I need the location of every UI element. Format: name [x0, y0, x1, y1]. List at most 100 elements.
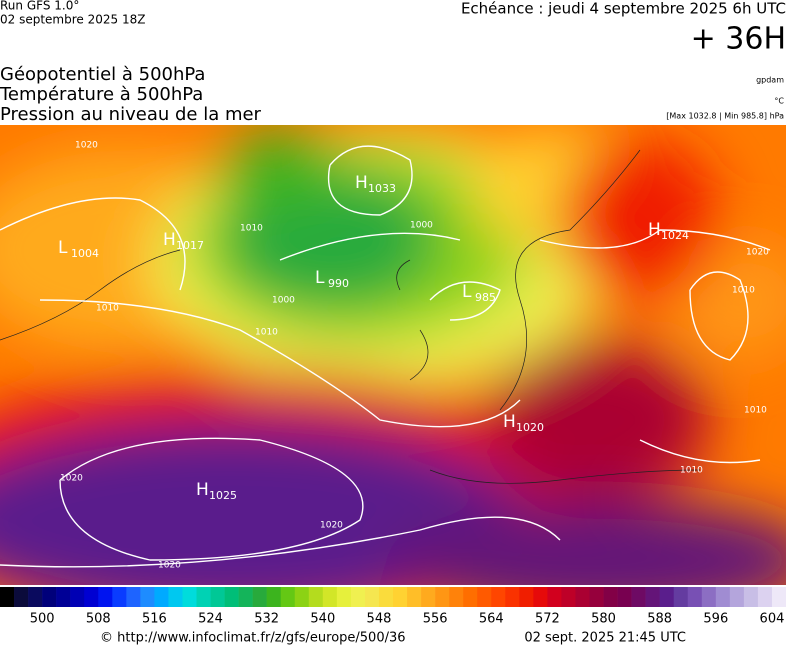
color-swatch: [407, 587, 422, 607]
color-swatch: [491, 587, 506, 607]
field: Géopotentiel à 500hPa: [0, 64, 205, 85]
center-value: 1024: [661, 229, 689, 242]
unit: gpdam: [756, 76, 784, 85]
color-swatch: [659, 587, 675, 607]
colorbar-tick-label: 604: [760, 612, 785, 627]
color-swatch: [673, 587, 689, 607]
center-letter: H: [163, 230, 176, 250]
colorbar-tick-label: 500: [30, 612, 55, 627]
isobar-label: 1020: [320, 521, 343, 531]
color-swatch: [435, 587, 450, 607]
field: Pression au niveau de la mer: [0, 104, 262, 125]
isobar-label: 1020: [746, 248, 769, 258]
center-letter: L: [462, 282, 472, 302]
colorbar-tick-label: 572: [535, 612, 560, 627]
center-letter: H: [503, 412, 516, 432]
isobar-label: 1020: [158, 561, 181, 571]
run: Run GFS 1.0°: [0, 0, 79, 13]
color-swatch: [393, 587, 408, 607]
color-swatch: [140, 587, 155, 607]
color-swatch: [112, 587, 127, 607]
color-swatch: [449, 587, 464, 607]
color-swatch: [70, 587, 85, 607]
colorbar-tick-label: 532: [254, 612, 279, 627]
unit: °C: [774, 97, 784, 106]
color-swatch: [771, 587, 786, 607]
colorbar-tick-label: 588: [647, 612, 672, 627]
color-swatch: [603, 587, 618, 607]
color-swatch: [336, 587, 352, 607]
colorbar-tick-label: 580: [591, 612, 616, 627]
color-swatch: [743, 587, 759, 607]
colorbar-tick-label: 596: [703, 612, 728, 627]
center-value: 1025: [209, 489, 237, 502]
isobar-label: 1010: [96, 304, 119, 314]
color-swatch: [364, 587, 380, 607]
color-swatch: [238, 587, 253, 607]
color-swatch: [505, 587, 520, 607]
color-swatch: [631, 587, 646, 607]
color-swatch: [547, 587, 562, 607]
valid-time: Echéance : jeudi 4 septembre 2025 6h UTC: [461, 0, 786, 18]
color-swatch: [154, 587, 169, 607]
color-swatch: [28, 587, 43, 607]
colorbar-tick-label: 524: [198, 612, 223, 627]
colorbar-tick-label: 508: [86, 612, 111, 627]
color-swatch: [715, 587, 731, 607]
color-swatch: [42, 587, 57, 607]
color-swatch: [645, 587, 660, 607]
color-swatch: [56, 587, 71, 607]
color-swatch: [575, 587, 590, 607]
isobar-label: 1020: [75, 141, 98, 151]
center-letter: L: [58, 238, 68, 258]
color-swatch: [421, 587, 436, 607]
color-swatch: [617, 587, 632, 607]
color-swatch: [729, 587, 745, 607]
color-swatch: [378, 587, 394, 607]
color-swatch: [182, 587, 197, 607]
center-letter: H: [196, 480, 209, 500]
color-swatch: [294, 587, 310, 607]
color-swatch: [266, 587, 282, 607]
center-value: 1017: [176, 239, 204, 252]
color-swatch: [350, 587, 366, 607]
color-swatch: [196, 587, 211, 607]
isobar-label: 1010: [732, 286, 755, 296]
color-swatch: [210, 587, 225, 607]
color-swatch: [561, 587, 576, 607]
center-letter: H: [648, 220, 661, 240]
map: 1020 1010 1000 1010 1010 1020 1020 1020 …: [0, 125, 786, 585]
color-swatch: [322, 587, 338, 607]
color-swatch: [477, 587, 492, 607]
color-swatch: [0, 587, 15, 607]
color-swatch: [14, 587, 29, 607]
color-swatch: [280, 587, 296, 607]
colorbar-tick-label: 540: [310, 612, 335, 627]
color-swatch: [168, 587, 183, 607]
unit: [Max 1032.8 | Min 985.8] hPa: [666, 112, 784, 121]
color-swatch: [589, 587, 604, 607]
generated: 02 sept. 2025 21:45 UTC: [524, 631, 686, 646]
colorbar: 500 508 516 524 532 540 548 556 564 572 580 588 596 6…: [0, 587, 786, 627]
isobar-label: 1010: [744, 406, 767, 416]
center-value: 1033: [368, 182, 396, 195]
center-value: 990: [328, 277, 349, 290]
color-swatch: [126, 587, 141, 607]
source: © http://www.infoclimat.fr/z/gfs/europe/…: [100, 631, 406, 646]
colorbar-tick-label: 516: [142, 612, 167, 627]
colorbar-tick-label: 556: [423, 612, 448, 627]
center-letter: H: [355, 173, 368, 193]
center-letter: L: [315, 268, 325, 288]
lead-time: + 36H: [691, 22, 786, 57]
color-swatch: [757, 587, 773, 607]
color-swatch: [533, 587, 548, 607]
center-value: 1020: [516, 421, 544, 434]
color-swatch: [84, 587, 99, 607]
center-value: 1004: [71, 247, 99, 260]
isobar-label: 1010: [255, 328, 278, 338]
color-swatch: [519, 587, 534, 607]
isobar-label: 1010: [240, 224, 263, 234]
isobar-label: 1000: [410, 221, 433, 231]
colorbar-tick-label: 548: [367, 612, 392, 627]
